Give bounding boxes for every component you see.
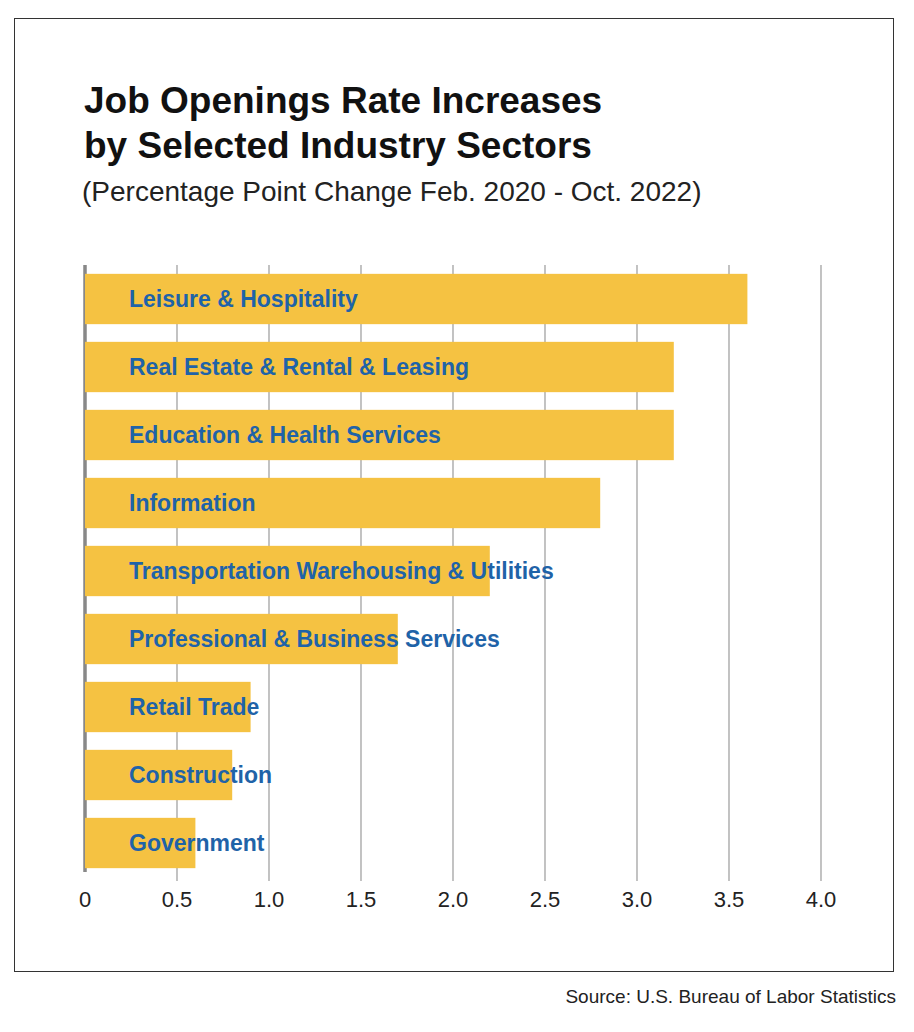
grid (85, 265, 821, 881)
category-label: Professional & Business Services (129, 626, 500, 652)
title: Job Openings Rate Increases by Selected … (84, 78, 744, 168)
grid-line (728, 265, 729, 881)
tick-label: 2.0 (438, 887, 469, 912)
bar (85, 410, 674, 460)
grid-line (820, 265, 821, 881)
category-label: Education & Health Services (129, 422, 441, 448)
tick-label: 0 (79, 887, 91, 912)
tick-label: 1.5 (346, 887, 377, 912)
category-labels: Leisure & Hospitality Real Estate & Renta… (129, 286, 554, 856)
tick-label: 3.0 (622, 887, 653, 912)
category-label: Government (129, 830, 265, 856)
source: Source: U.S. Bureau of Labor Statistics (565, 986, 896, 1008)
tick-label: 0.5 (162, 887, 193, 912)
category-label: Leisure & Hospitality (129, 286, 358, 312)
tick-labels: 0 0.5 1.0 1.5 2.0 2.5 3.0 3.5 4.0 (79, 887, 836, 912)
tick-label: 4.0 (806, 887, 837, 912)
category-label: Transportation Warehousing & Utilities (129, 558, 554, 584)
category-label: Construction (129, 762, 272, 788)
bar (85, 342, 674, 392)
category-label: Real Estate & Rental & Leasing (129, 354, 469, 380)
bar (85, 478, 600, 528)
bar (85, 274, 747, 324)
chart: 0 0.5 1.0 1.5 2.0 2.5 3.0 3.5 4.0 Leisure & Hospi… (0, 0, 914, 1032)
tick-label: 2.5 (530, 887, 561, 912)
category-label: Information (129, 490, 256, 516)
bars (85, 274, 747, 868)
tick-label: 3.5 (714, 887, 745, 912)
tick-label: 1.0 (254, 887, 285, 912)
subtitle: (Percentage Point Change Feb. 2020 - Oct… (82, 176, 702, 208)
category-label: Retail Trade (129, 694, 259, 720)
